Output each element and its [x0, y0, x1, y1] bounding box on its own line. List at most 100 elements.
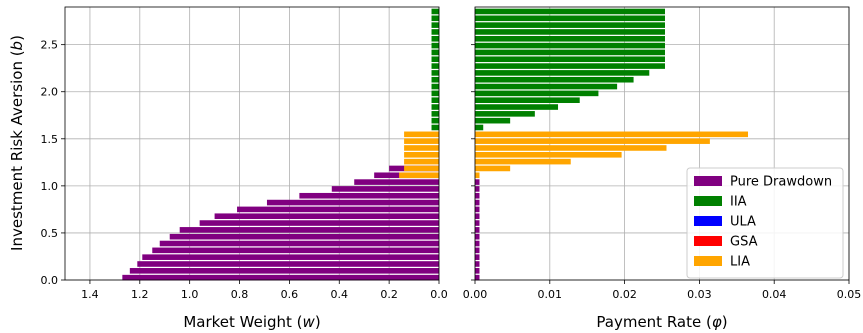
right-bar [475, 274, 480, 281]
right-bar [475, 83, 618, 90]
right-bar [475, 49, 665, 56]
right-bar [475, 247, 480, 254]
left-x-tick-label: 0.8 [231, 288, 249, 301]
left-bar [137, 261, 439, 267]
left-bar [431, 70, 439, 76]
left-bar [431, 83, 439, 90]
left-x-axis-label: Market Weight (w) [183, 313, 320, 331]
right-bar [475, 15, 665, 22]
left-bar [431, 42, 439, 49]
left-x-tick-label: 0.2 [380, 288, 398, 301]
left-x-tick-label: 0.4 [331, 288, 349, 301]
y-axis-label: Investment Risk Aversion (b) [8, 35, 26, 251]
right-bar [475, 227, 480, 233]
right-bar [475, 22, 665, 28]
left-bar [159, 240, 439, 247]
right-bar [475, 29, 665, 35]
right-x-tick-label: 0.01 [538, 288, 563, 301]
left-bar [404, 138, 439, 144]
left-bar [431, 117, 439, 124]
right-bar [475, 76, 634, 83]
right-bar [475, 206, 480, 213]
left-bar [404, 165, 439, 172]
left-bar [299, 192, 439, 199]
left-bars [122, 8, 439, 281]
right-x-tick-label: 0.05 [837, 288, 862, 301]
left-bar [122, 274, 439, 281]
legend-swatch [694, 256, 722, 266]
legend-label: IIA [730, 195, 747, 210]
right-bar [475, 151, 622, 158]
right-bars [475, 8, 749, 281]
left-bar [331, 186, 439, 192]
legend-label: Pure Drawdown [730, 175, 832, 190]
left-x-tick-label: 0.6 [281, 288, 299, 301]
y-tick-label: 0.0 [41, 274, 59, 287]
legend-label: ULA [730, 215, 756, 230]
legend: Pure Drawdown IIA ULA GSA LIA [686, 167, 844, 279]
left-bar [431, 15, 439, 22]
right-x-tick-label: 0.04 [762, 288, 787, 301]
right-bar [475, 213, 480, 220]
left-bar [431, 8, 439, 15]
left-grid [65, 7, 440, 281]
right-bar [475, 233, 480, 240]
right-bar [475, 261, 480, 267]
payment-rate-panel: 0.00 0.01 0.02 0.03 0.04 0.05 Payment Rate (φ… [463, 6, 862, 331]
left-bar [266, 199, 439, 206]
right-bar [475, 199, 480, 206]
left-bar [431, 97, 439, 103]
right-y-ticks [471, 44, 475, 281]
right-bar [475, 186, 480, 192]
left-bar [354, 179, 439, 185]
right-bar [475, 104, 559, 110]
right-bar [475, 56, 665, 63]
legend-swatch [694, 196, 722, 206]
right-bar [475, 268, 480, 274]
left-bar [431, 29, 439, 35]
market-weight-panel: 1.4 1.2 1.0 0.8 0.6 0.4 0.2 0.0 0.0 0.5 1.0 1.5 2.0… [8, 6, 448, 331]
y-tick-label: 0.5 [41, 227, 59, 240]
left-bar [431, 76, 439, 83]
legend-box [686, 167, 844, 279]
right-bar [475, 138, 710, 144]
left-y-ticks: 0.0 0.5 1.0 1.5 2.0 2.5 [41, 39, 65, 287]
right-bar [475, 165, 511, 172]
left-x-tick-label: 1.4 [81, 288, 99, 301]
left-bar [431, 90, 439, 97]
right-x-tick-label: 0.00 [463, 288, 488, 301]
right-x-ticks: 0.00 0.01 0.02 0.03 0.04 0.05 [463, 280, 862, 301]
left-bar [179, 227, 439, 233]
left-bar [431, 22, 439, 28]
right-bar [475, 240, 480, 247]
right-bar [475, 42, 665, 49]
legend-swatch [694, 236, 722, 246]
right-bar [475, 97, 580, 103]
y-tick-label: 2.0 [41, 86, 59, 99]
right-bar [475, 111, 535, 117]
left-bar [431, 111, 439, 117]
right-bar [475, 172, 480, 179]
right-bar [475, 145, 667, 151]
right-bar [475, 254, 480, 260]
left-bar [152, 247, 439, 254]
left-x-tick-label: 1.0 [181, 288, 199, 301]
left-bar [431, 124, 439, 131]
left-bar [431, 49, 439, 56]
left-bar [431, 56, 439, 63]
legend-swatch [694, 176, 722, 186]
right-bar [475, 8, 665, 15]
left-bar [214, 213, 439, 220]
right-bar [475, 117, 511, 124]
left-bar [169, 233, 439, 240]
right-bar [475, 220, 480, 226]
left-bar [404, 131, 439, 138]
right-bar [475, 124, 484, 131]
left-bar [404, 145, 439, 151]
right-x-axis-label: Payment Rate (φ) [596, 313, 727, 331]
left-bar [431, 63, 439, 69]
left-bar [129, 268, 439, 274]
left-axes-frame [64, 6, 440, 281]
right-bar [475, 90, 599, 97]
